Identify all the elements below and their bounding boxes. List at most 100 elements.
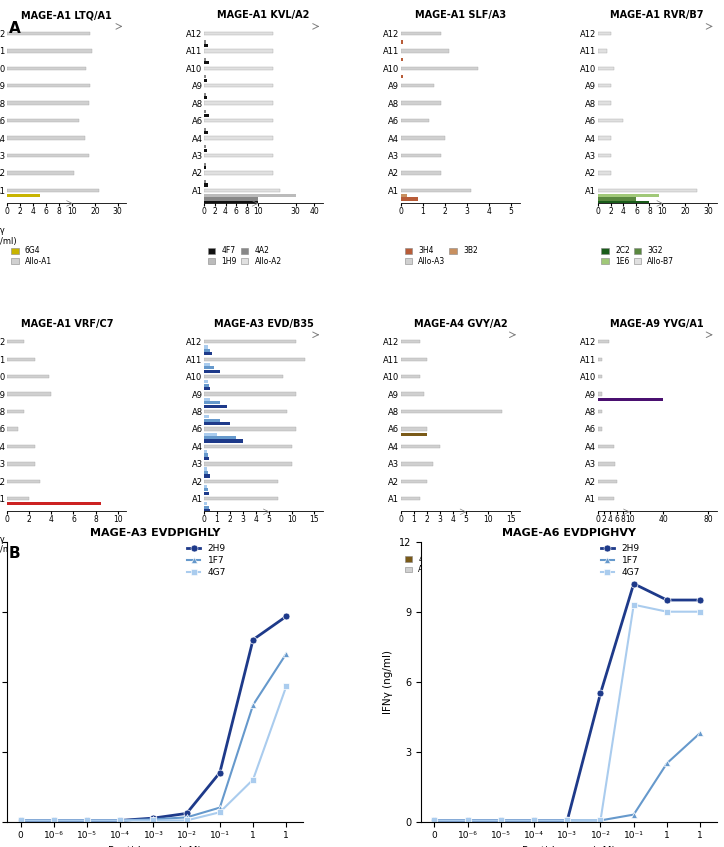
4G7 <box>563 816 572 826</box>
Bar <box>401 340 420 343</box>
2H9 <box>116 816 125 826</box>
Bar <box>204 61 209 64</box>
Bar <box>401 433 426 435</box>
Bar <box>204 357 306 361</box>
Legend: 3H4, Allo-A3, 3B2: 3H4, Allo-A3, 3B2 <box>405 246 478 266</box>
Legend: 2H9, 1F7, 4G7: 2H9, 1F7, 4G7 <box>183 540 230 580</box>
Bar <box>597 102 610 105</box>
4G7 <box>216 807 224 817</box>
Title: MAGE-A1 RVR/B7: MAGE-A1 RVR/B7 <box>610 10 704 20</box>
Bar <box>204 489 208 491</box>
4G7 <box>463 816 472 826</box>
1F7 <box>249 700 258 710</box>
Bar <box>401 49 450 53</box>
Bar <box>401 67 478 70</box>
Title: MAGE-A1 KVL/A2: MAGE-A1 KVL/A2 <box>217 10 310 20</box>
1F7 <box>463 816 472 826</box>
Bar <box>597 201 649 204</box>
Bar <box>204 75 206 79</box>
Text: A: A <box>9 21 20 36</box>
Bar <box>597 189 696 192</box>
Bar <box>401 375 420 379</box>
Bar <box>401 194 408 197</box>
4G7 <box>497 816 505 826</box>
Bar <box>7 171 75 174</box>
Bar <box>597 375 602 379</box>
Bar <box>204 398 211 401</box>
Title: MAGE-A1 VRF/C7: MAGE-A1 VRF/C7 <box>20 318 113 329</box>
Line: 2H9: 2H9 <box>431 580 704 824</box>
Bar <box>401 427 426 430</box>
Bar <box>401 84 434 87</box>
Legend: 2H9, 4G7, 1F7, Allo-B35: 2H9, 4G7, 1F7, Allo-B35 <box>208 555 287 574</box>
1F7 <box>16 816 25 826</box>
X-axis label: Peptide conc (μM): Peptide conc (μM) <box>109 846 202 847</box>
Bar <box>597 392 602 396</box>
Bar <box>204 462 292 466</box>
Bar <box>7 445 35 448</box>
Line: 1F7: 1F7 <box>17 650 290 824</box>
Bar <box>204 31 273 35</box>
2H9 <box>463 816 472 826</box>
Bar <box>597 462 615 466</box>
Bar <box>401 189 471 192</box>
Bar <box>401 75 403 79</box>
Legend: 10C1, Allo-C702: 10C1, Allo-C702 <box>11 555 62 574</box>
Title: MAGE-A6 EVDPIGHVY: MAGE-A6 EVDPIGHVY <box>502 529 636 538</box>
Text: IFNγ
(ng/ml): IFNγ (ng/ml) <box>0 534 17 554</box>
Bar <box>401 31 440 35</box>
Bar <box>204 58 206 61</box>
Bar <box>7 31 90 35</box>
Bar <box>597 340 609 343</box>
Bar <box>204 418 219 422</box>
4G7 <box>430 816 439 826</box>
2H9 <box>563 816 572 826</box>
Bar <box>597 31 610 35</box>
Bar <box>7 136 85 140</box>
Bar <box>597 357 602 361</box>
Bar <box>597 171 610 174</box>
1F7 <box>563 816 572 826</box>
Bar <box>401 58 403 61</box>
Line: 1F7: 1F7 <box>431 729 704 824</box>
Bar <box>401 119 429 122</box>
Bar <box>597 67 614 70</box>
Bar <box>204 479 278 483</box>
Bar <box>204 509 211 512</box>
Bar <box>7 102 89 105</box>
Bar <box>204 128 206 130</box>
4G7 <box>249 774 258 784</box>
Bar <box>204 93 206 96</box>
Bar <box>204 163 206 166</box>
Bar <box>401 479 426 483</box>
Bar <box>204 136 273 140</box>
Bar <box>401 357 426 361</box>
Bar <box>7 189 99 192</box>
Bar <box>204 41 206 43</box>
Bar <box>597 154 610 158</box>
Bar <box>204 346 208 348</box>
Bar <box>204 453 208 457</box>
Bar <box>597 427 602 430</box>
Bar <box>7 67 86 70</box>
2H9 <box>182 808 191 818</box>
2H9 <box>696 595 704 605</box>
4G7 <box>282 681 290 691</box>
Bar <box>597 84 610 87</box>
Bar <box>401 197 418 201</box>
4G7 <box>629 600 638 610</box>
1F7 <box>83 816 91 826</box>
Bar <box>401 154 440 158</box>
1F7 <box>662 758 671 768</box>
1F7 <box>216 802 224 812</box>
Bar <box>7 497 30 501</box>
1F7 <box>149 814 158 824</box>
Bar <box>204 440 243 443</box>
Bar <box>204 369 219 373</box>
2H9 <box>49 816 58 826</box>
Bar <box>7 392 51 396</box>
Bar <box>7 49 91 53</box>
Title: MAGE-A3 EVD/B35: MAGE-A3 EVD/B35 <box>214 318 313 329</box>
Bar <box>204 349 211 352</box>
Legend: 4F7, 1H9, 4A2, Allo-A2: 4F7, 1H9, 4A2, Allo-A2 <box>208 246 282 266</box>
